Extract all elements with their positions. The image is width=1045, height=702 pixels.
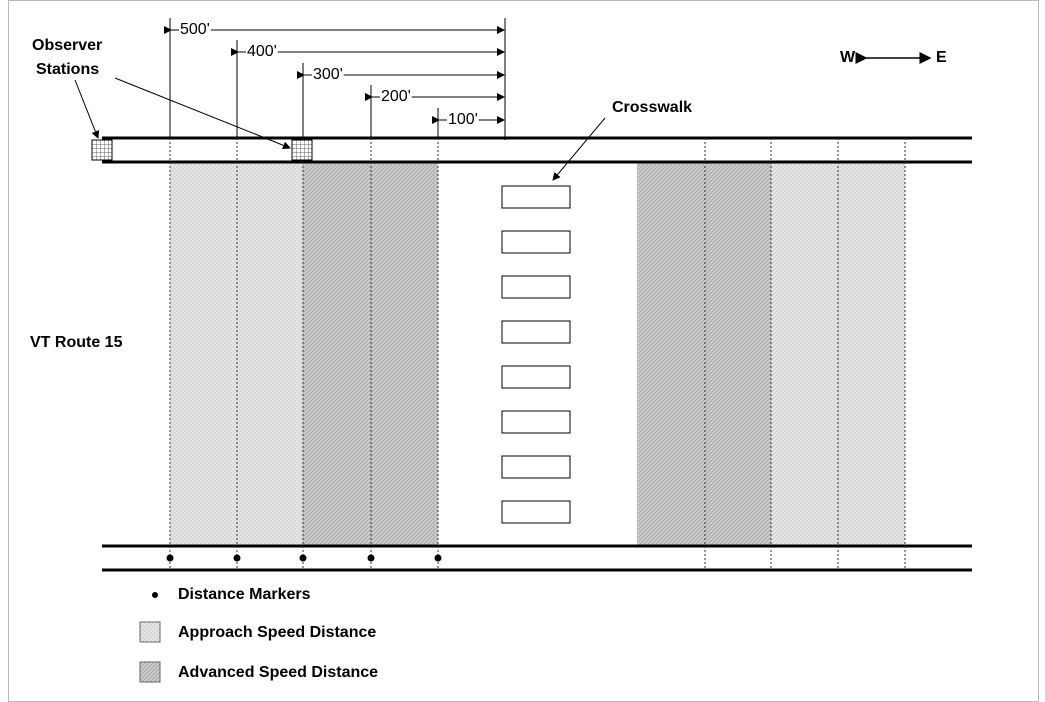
crosswalk-stripes	[501, 185, 571, 524]
observer-box	[91, 139, 113, 161]
distance-lines	[169, 138, 906, 570]
label-bg	[246, 43, 278, 61]
dimension-label: 100'	[448, 111, 478, 128]
dimension-label: 200'	[381, 88, 411, 105]
dimension-label: 300'	[313, 66, 343, 83]
legend-label: Approach Speed Distance	[178, 624, 376, 641]
road-label: VT Route 15	[30, 334, 123, 351]
observer-label: Stations	[36, 61, 99, 78]
legend-swatch	[139, 661, 161, 683]
label-bg	[312, 66, 344, 84]
observer-label: Observer	[32, 37, 102, 54]
observer-box	[291, 139, 313, 161]
observer-arrows	[74, 77, 291, 150]
distance-markers	[166, 554, 442, 562]
dimension-label: 400'	[247, 43, 277, 60]
legend-label: Distance Markers	[178, 586, 311, 603]
road-edges	[102, 136, 972, 572]
legend-dot	[152, 592, 158, 598]
compass-west: W	[840, 49, 856, 66]
label-bg	[179, 21, 211, 39]
crosswalk-arrow	[552, 117, 606, 181]
legend-label: Advanced Speed Distance	[178, 664, 378, 681]
crosswalk-label: Crosswalk	[612, 99, 692, 116]
bands	[170, 162, 905, 546]
dimensions: 500' 400' 300' 200' 100'	[164, 18, 505, 138]
legend-swatch	[139, 621, 161, 643]
label-bg	[447, 111, 479, 129]
dimension-label: 500'	[180, 21, 210, 38]
compass-east: E	[936, 49, 947, 66]
label-bg	[380, 88, 412, 106]
